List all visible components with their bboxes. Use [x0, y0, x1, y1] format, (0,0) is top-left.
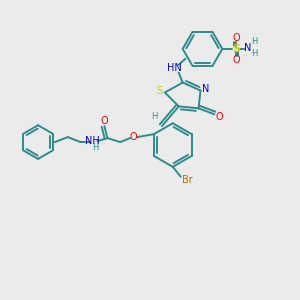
Text: O: O [129, 132, 137, 142]
Text: Br: Br [182, 175, 193, 185]
Text: O: O [232, 55, 240, 65]
Text: HN: HN [167, 63, 182, 73]
Text: O: O [232, 33, 240, 43]
Text: H: H [251, 49, 257, 58]
Text: N: N [244, 43, 252, 53]
Text: S: S [232, 44, 240, 54]
Text: O: O [100, 116, 108, 126]
Text: H: H [92, 142, 99, 152]
Text: N: N [202, 83, 209, 94]
Text: H: H [151, 112, 157, 121]
Text: O: O [215, 112, 223, 122]
Text: S: S [157, 86, 163, 97]
Text: NH: NH [85, 136, 100, 146]
Text: H: H [251, 38, 257, 46]
